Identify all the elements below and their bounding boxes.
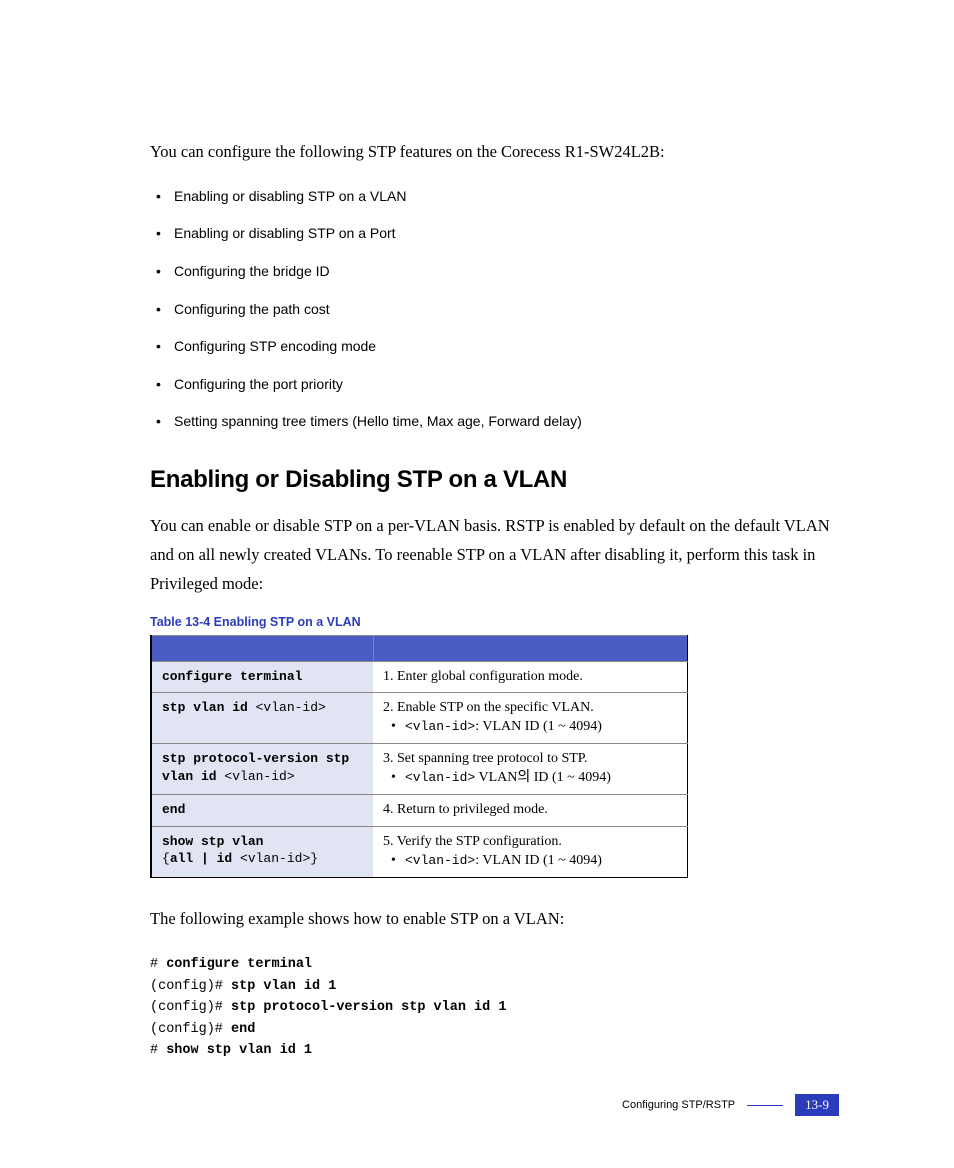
section-heading: Enabling or Disabling STP on a VLAN (150, 466, 839, 494)
description-cell: 5. Verify the STP configuration. <vlan-i… (373, 826, 688, 877)
feature-list: Enabling or disabling STP on a VLAN Enab… (150, 187, 839, 432)
example-intro: The following example shows how to enabl… (150, 906, 839, 932)
table-row: show stp vlan {all | id <vlan-id>} 5. Ve… (151, 826, 688, 877)
command-cell: configure terminal (151, 661, 373, 693)
list-item: Configuring the port priority (150, 375, 839, 395)
table-header-blank (373, 635, 688, 661)
list-item: Enabling or disabling STP on a Port (150, 224, 839, 244)
footer-divider (747, 1105, 783, 1106)
page-footer: Configuring STP/RSTP 13-9 (622, 1094, 839, 1116)
table-row: stp vlan id <vlan-id> 2. Enable STP on t… (151, 693, 688, 744)
table-caption: Table 13-4 Enabling STP on a VLAN (150, 615, 839, 629)
list-item: Setting spanning tree timers (Hello time… (150, 412, 839, 432)
example-code-block: # configure terminal (config)# stp vlan … (150, 954, 839, 1062)
footer-section-name: Configuring STP/RSTP (622, 1099, 735, 1111)
command-cell: end (151, 794, 373, 826)
list-item: Enabling or disabling STP on a VLAN (150, 187, 839, 207)
table-row: configure terminal 1. Enter global confi… (151, 661, 688, 693)
command-table: configure terminal 1. Enter global confi… (150, 635, 688, 878)
command-cell: stp protocol-version stp vlan id <vlan-i… (151, 744, 373, 795)
list-item: Configuring STP encoding mode (150, 337, 839, 357)
description-cell: 4. Return to privileged mode. (373, 794, 688, 826)
intro-paragraph: You can configure the following STP feat… (150, 140, 839, 165)
description-cell: 3. Set spanning tree protocol to STP. <v… (373, 744, 688, 795)
section-body: You can enable or disable STP on a per-V… (150, 512, 839, 599)
table-header-blank (151, 635, 373, 661)
description-cell: 2. Enable STP on the specific VLAN. <vla… (373, 693, 688, 744)
list-item: Configuring the bridge ID (150, 262, 839, 282)
table-row: end 4. Return to privileged mode. (151, 794, 688, 826)
table-row: stp protocol-version stp vlan id <vlan-i… (151, 744, 688, 795)
list-item: Configuring the path cost (150, 300, 839, 320)
command-cell: stp vlan id <vlan-id> (151, 693, 373, 744)
command-cell: show stp vlan {all | id <vlan-id>} (151, 826, 373, 877)
page-number-badge: 13-9 (795, 1094, 839, 1116)
description-cell: 1. Enter global configuration mode. (373, 661, 688, 693)
